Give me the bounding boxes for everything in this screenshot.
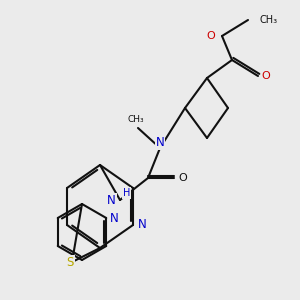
Text: O: O bbox=[262, 71, 270, 81]
Text: S: S bbox=[66, 256, 74, 268]
Text: N: N bbox=[107, 194, 116, 206]
Text: N: N bbox=[110, 212, 118, 224]
Text: CH₃: CH₃ bbox=[260, 15, 278, 25]
Text: H: H bbox=[123, 188, 130, 198]
Text: O: O bbox=[178, 173, 188, 183]
Text: N: N bbox=[156, 136, 164, 149]
Text: O: O bbox=[206, 31, 215, 41]
Text: CH₃: CH₃ bbox=[128, 116, 144, 124]
Text: N: N bbox=[138, 218, 146, 232]
